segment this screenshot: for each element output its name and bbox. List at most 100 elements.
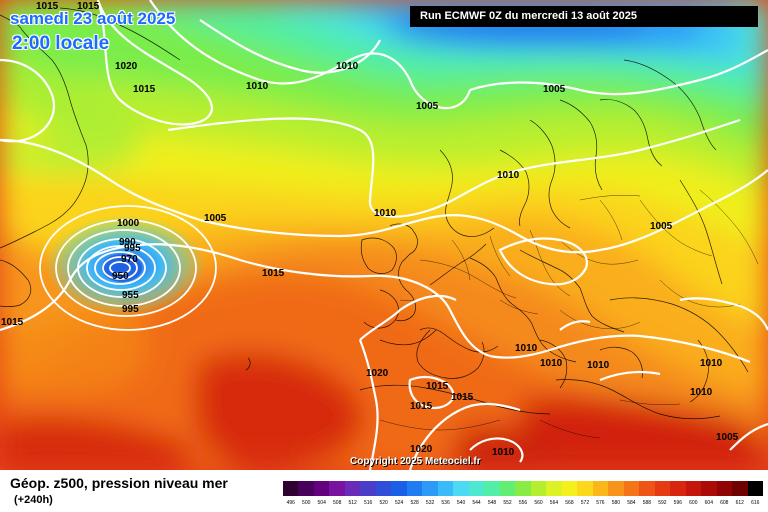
color-scale-swatch: [391, 481, 407, 496]
color-scale-label: 544: [472, 500, 481, 506]
isobar-label: 1010: [497, 170, 520, 181]
color-scale-swatch: [639, 481, 655, 496]
color-scale-swatch: [437, 481, 454, 496]
color-scale-swatch: [546, 481, 562, 496]
weather-map: 1015 1015 1020 1015 1010 1010 1005 1005 …: [0, 0, 768, 470]
isobar-label: 1010: [374, 208, 397, 219]
isobar-label: 1005: [716, 432, 739, 443]
color-scale-swatch: [685, 481, 702, 496]
isobar-label: 995: [122, 304, 139, 315]
color-scale-label: 616: [751, 500, 760, 506]
color-scale-label: 500: [302, 500, 311, 506]
color-scale-label: 588: [642, 500, 652, 506]
color-scale-label: 612: [735, 500, 744, 506]
color-scale-swatch: [499, 481, 516, 496]
color-scale-swatch: [344, 481, 361, 496]
color-scale-swatch: [406, 481, 423, 496]
legend-subtitle: (+240h): [14, 494, 53, 506]
low-pressure-isobars: [39, 205, 217, 331]
color-scale-label: 560: [534, 500, 543, 506]
color-scale: [283, 481, 764, 496]
color-scale-label: 512: [348, 500, 357, 506]
run-info-banner: Run ECMWF 0Z du mercredi 13 août 2025: [410, 6, 758, 27]
isobar-label: 1005: [204, 213, 227, 224]
color-scale-label: 496: [286, 500, 295, 506]
isobar-label: 1015: [77, 1, 100, 12]
isobar-label: 1005: [416, 101, 439, 112]
color-scale-label: 600: [689, 500, 698, 506]
color-scale-swatch: [422, 481, 438, 496]
forecast-date: samedi 23 août 2025: [10, 9, 176, 28]
isobar-label: 1015: [1, 317, 24, 328]
color-scale-swatch: [654, 481, 671, 496]
color-scale-label: 528: [410, 500, 419, 506]
legend-bar: Géop. z500, pression niveau mer (+240h) …: [0, 470, 768, 512]
color-scale-label: 568: [565, 500, 574, 506]
isobar-label: 950: [112, 271, 129, 282]
color-scale-swatch: [623, 481, 640, 496]
color-scale-swatch: [530, 481, 547, 496]
isobar-label: 1020: [366, 368, 389, 379]
isobar-label: 1010: [700, 358, 723, 369]
color-scale-swatch: [592, 481, 609, 496]
color-scale-label: 608: [720, 500, 729, 506]
color-scale-label: 556: [518, 500, 528, 506]
isobar-label: 1010: [690, 387, 713, 398]
color-scale-label: 604: [704, 500, 713, 506]
color-scale-label: 504: [317, 500, 326, 506]
color-scale-swatch: [670, 481, 686, 496]
color-scale-swatch: [577, 481, 593, 496]
forecast-time: 2:00 locale: [12, 33, 110, 54]
isobar-labels: 1015 1015 1020 1015 1010 1010 1005 1005 …: [1, 1, 739, 458]
color-scale-label: 520: [379, 500, 388, 506]
isobars: [0, 0, 768, 470]
color-scale-swatch: [747, 481, 764, 496]
color-scale-swatch: [453, 481, 469, 496]
color-scale-swatch: [701, 481, 717, 496]
color-scale-swatch: [716, 481, 733, 496]
isobar-label: 1010: [336, 61, 359, 72]
color-scale-labels: 496 500 504 508 512 516 520 524 528 532 536 540 544 5…: [283, 500, 763, 508]
color-scale-label: 508: [333, 500, 342, 506]
color-scale-swatch: [298, 481, 314, 496]
color-scale-label: 592: [658, 500, 667, 506]
isobar-label: 1010: [246, 81, 269, 92]
isobar-label: 1020: [115, 61, 138, 72]
color-scale-swatch: [375, 481, 392, 496]
isobar-label: 1020: [410, 444, 433, 455]
color-scale-label: 548: [487, 500, 497, 506]
color-scale-swatch: [468, 481, 485, 496]
color-scale-swatch: [561, 481, 578, 496]
color-scale-label: 580: [611, 500, 621, 506]
isobar-label: 1010: [587, 360, 610, 371]
color-scale-swatch: [484, 481, 500, 496]
color-scale-swatch: [329, 481, 345, 496]
isobar-label: 1005: [650, 221, 673, 232]
color-scale-swatch: [732, 481, 748, 496]
color-scale-swatch: [313, 481, 330, 496]
map-svg: 1015 1015 1020 1015 1010 1010 1005 1005 …: [0, 0, 768, 470]
isobar-label: 1015: [262, 268, 285, 279]
color-scale-swatch: [515, 481, 531, 496]
isobar-label: 1015: [133, 84, 156, 95]
color-scale-label: 532: [425, 500, 435, 506]
isobar-label: 1015: [36, 1, 59, 12]
color-scale-label: 564: [549, 500, 559, 506]
isobar-label: 1010: [492, 447, 515, 458]
isobar-label: 1010: [540, 358, 563, 369]
isobar-label: 955: [122, 290, 139, 301]
isobar-label: 990: [119, 237, 136, 248]
isobar-label: 1005: [543, 84, 566, 95]
color-scale-swatch: [283, 481, 299, 496]
color-scale-label: 540: [456, 500, 466, 506]
color-scale-label: 536: [441, 500, 450, 506]
color-scale-swatch: [608, 481, 624, 496]
color-scale-label: 552: [503, 500, 512, 506]
color-scale-label: 596: [673, 500, 683, 506]
color-scale-label: 572: [580, 500, 590, 506]
isobar-label: 1010: [515, 343, 538, 354]
color-scale-label: 584: [627, 500, 636, 506]
legend-title: Géop. z500, pression niveau mer: [10, 475, 228, 491]
color-scale-label: 516: [363, 500, 373, 506]
color-scale-label: 576: [596, 500, 605, 506]
